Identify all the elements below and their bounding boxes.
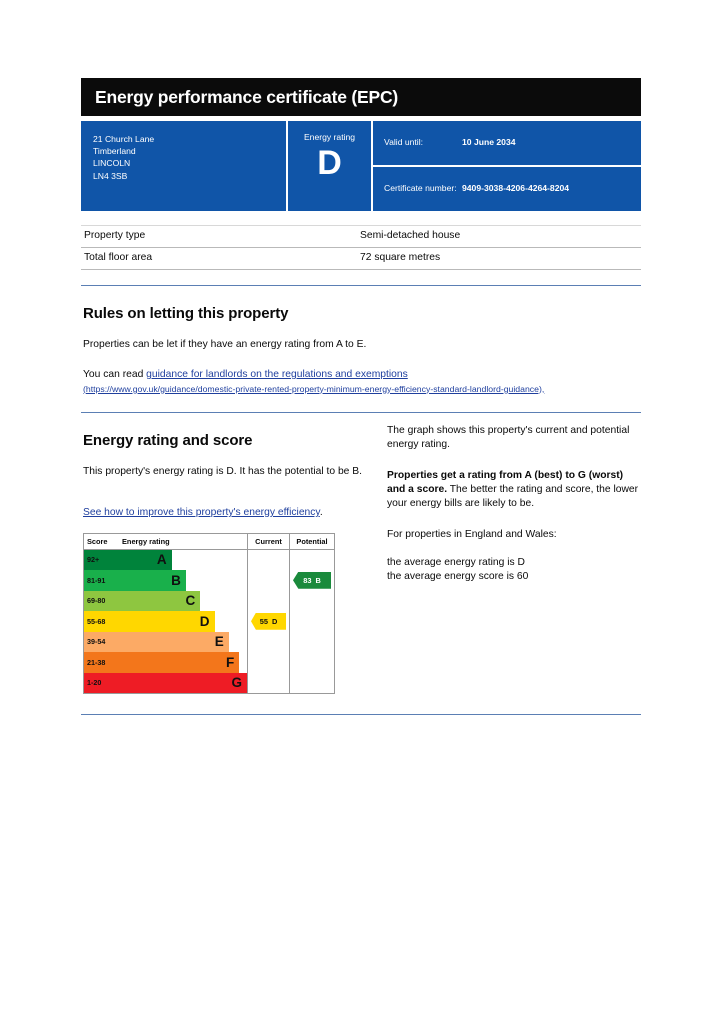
average-score-text: the average energy score is 60: [387, 571, 529, 582]
certificate-meta: Valid until: 10 June 2034 Certificate nu…: [373, 121, 641, 211]
valid-until-value: 10 June 2034: [462, 137, 516, 148]
epc-band-g-bar: G: [117, 672, 247, 693]
epc-header-score: Score: [87, 536, 108, 546]
epc-band-g-range: 1-20: [84, 672, 117, 693]
rating-scale-rest: The better the rating and score, the low…: [387, 484, 639, 509]
epc-potential-column: 83 B: [289, 549, 334, 693]
epc-band-a-range: 92+: [84, 549, 117, 570]
epc-band-f-bar: F: [117, 652, 240, 673]
energy-rating-and-score-section: Energy rating and score This property's …: [81, 413, 641, 694]
epc-band-e-bar: E: [117, 631, 229, 652]
property-type-label: Property type: [84, 230, 146, 241]
property-address: 21 Church Lane Timberland LINCOLN LN4 3S…: [81, 121, 286, 211]
certificate-number-value: 9409-3038-4206-4264-8204: [462, 183, 570, 194]
section-divider: [81, 285, 641, 286]
epc-band-e-bar-wrap: E: [117, 631, 247, 652]
epc-band-d: 55-68 D: [84, 611, 247, 632]
epc-current-band: D: [271, 616, 278, 626]
letting-rules-intro: Properties can be let if they have an en…: [83, 339, 367, 350]
section-divider: [81, 714, 641, 715]
landlord-guidance-block: You can read guidance for landlords on t…: [83, 368, 641, 397]
improve-efficiency-link[interactable]: See how to improve this property's energ…: [83, 507, 320, 518]
certificate-number-label: Certificate number:: [384, 183, 457, 194]
epc-band-g: 1-20 G: [84, 672, 247, 693]
certificate-number-row: Certificate number: 9409-3038-4206-4264-…: [373, 167, 641, 211]
document-title-bar: Energy performance certificate (EPC): [81, 78, 641, 116]
epc-band-a-bar: A: [117, 549, 172, 570]
epc-potential-band: B: [315, 575, 321, 585]
epc-band-list: 92+ A 81-91 B 69-80: [84, 549, 247, 693]
energy-rating-summary: This property's energy rating is D. It h…: [83, 466, 362, 477]
epc-header-current: Current: [247, 533, 289, 549]
epc-potential-rating-arrow: 83 B: [293, 571, 331, 589]
epc-band-c-range: 69-80: [84, 590, 117, 611]
energy-rating-label: Energy rating: [303, 132, 356, 142]
rating-scale-bold: Properties get a rating from A (best) to…: [387, 470, 624, 495]
address-line-1: 21 Church Lane: [93, 134, 155, 144]
epc-band-f: 21-38 F: [84, 652, 247, 673]
address-line-3: LINCOLN: [93, 158, 131, 169]
letting-rules-heading: Rules on letting this property: [83, 305, 289, 322]
page-title: Energy performance certificate (EPC): [95, 86, 399, 107]
valid-until-label: Valid until:: [384, 137, 424, 148]
epc-band-e: 39-54 E: [84, 631, 247, 652]
epc-band-f-range: 21-38: [84, 652, 117, 673]
section-divider: [81, 412, 641, 413]
address-line-4: LN4 3SB: [93, 170, 128, 181]
epc-band-b-bar-wrap: B: [117, 570, 247, 591]
floor-area-value: 72 square metres: [360, 252, 441, 263]
epc-document: Energy performance certificate (EPC) 21 …: [81, 0, 641, 715]
landlord-guidance-prefix: You can read: [83, 369, 147, 380]
epc-band-g-bar-wrap: G: [117, 672, 247, 693]
property-type-value: Semi-detached house: [360, 230, 461, 241]
epc-band-a-bar-wrap: A: [117, 549, 247, 570]
landlord-guidance-url[interactable]: (https://www.gov.uk/guidance/domestic-pr…: [83, 383, 545, 394]
energy-rating-left-column: Energy rating and score This property's …: [81, 413, 381, 694]
epc-band-d-bar: D: [117, 611, 215, 632]
epc-band-f-bar-wrap: F: [117, 652, 247, 673]
energy-rating-badge: Energy rating D: [288, 121, 371, 211]
average-rating-text: the average energy rating is D: [387, 557, 525, 568]
address-line-2: Timberland: [93, 146, 136, 157]
epc-band-a: 92+ A: [84, 549, 247, 570]
energy-rating-letter: D: [317, 144, 342, 182]
epc-band-c-bar-wrap: C: [117, 590, 247, 611]
epc-band-b-range: 81-91: [84, 570, 117, 591]
improve-efficiency-suffix: .: [319, 507, 323, 518]
landlord-guidance-link[interactable]: guidance for landlords on the regulation…: [146, 369, 408, 380]
epc-band-e-range: 39-54: [84, 631, 117, 652]
region-intro-text: For properties in England and Wales:: [387, 529, 557, 540]
graph-intro-text: The graph shows this property's current …: [387, 425, 630, 450]
table-row: Total floor area 72 square metres: [81, 248, 641, 270]
epc-band-d-range: 55-68: [84, 611, 117, 632]
epc-chart-header: Score Energy rating Current Potential: [84, 533, 334, 550]
epc-header-rating: Energy rating: [122, 536, 170, 546]
improve-efficiency-block: See how to improve this property's energ…: [83, 506, 381, 521]
rating-scale-text: Properties get a rating from A (best) to…: [387, 469, 641, 511]
epc-band-b-bar: B: [117, 570, 186, 591]
epc-chart-body: 92+ A 81-91 B 69-80: [84, 549, 334, 693]
epc-band-d-bar-wrap: D: [117, 611, 247, 632]
certificate-summary-block: 21 Church Lane Timberland LINCOLN LN4 3S…: [81, 121, 641, 211]
epc-rating-chart: Score Energy rating Current Potential 92…: [83, 532, 335, 694]
energy-rating-right-column: The graph shows this property's current …: [381, 413, 641, 694]
epc-header-potential: Potential: [289, 533, 334, 549]
floor-area-label: Total floor area: [84, 252, 153, 263]
region-averages: the average energy rating is D the avera…: [387, 556, 641, 584]
valid-until-row: Valid until: 10 June 2034: [373, 121, 641, 165]
epc-band-c: 69-80 C: [84, 590, 247, 611]
epc-band-c-bar: C: [117, 590, 201, 611]
property-details-table: Property type Semi-detached house Total …: [81, 225, 641, 270]
epc-current-column: 55 D: [247, 549, 289, 693]
epc-current-score: 55: [259, 616, 268, 626]
energy-rating-heading: Energy rating and score: [83, 432, 253, 449]
table-row: Property type Semi-detached house: [81, 225, 641, 248]
epc-potential-score: 83: [303, 575, 312, 585]
epc-band-b: 81-91 B: [84, 570, 247, 591]
epc-current-rating-arrow: 55 D: [251, 612, 286, 630]
